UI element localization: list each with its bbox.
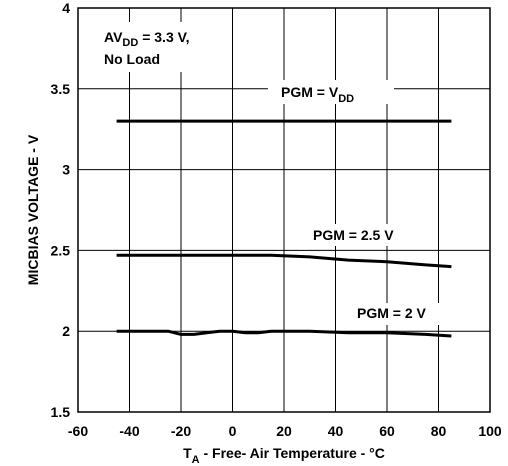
series-line-2	[116, 329, 452, 338]
x-tick-labels: -60 -40 -20 0 20 40 60 80 100	[68, 423, 502, 439]
x-axis-title: TA - Free- Air Temperature - °C	[183, 445, 385, 466]
y-tick-label: 2	[62, 323, 70, 339]
y-tick-label: 3	[62, 162, 70, 178]
annotation-no-load: No Load	[104, 51, 160, 67]
y-tick-label: 3.5	[51, 81, 71, 97]
y-tick-labels: 1.5 2 2.5 3 3.5 4	[51, 0, 71, 420]
x-tick-label: -60	[68, 423, 88, 439]
annotation-avdd: AVDD = 3.3 V,	[104, 29, 190, 49]
x-tick-label: 20	[276, 423, 292, 439]
annotation-box	[96, 22, 218, 72]
y-axis-title: MICBIAS VOLTAGE - V	[25, 134, 41, 285]
y-tick-label: 4	[62, 0, 70, 16]
series-label-box-25	[306, 224, 414, 246]
series-group	[116, 119, 452, 338]
x-tick-label: 60	[379, 423, 395, 439]
x-tick-label: -40	[119, 423, 139, 439]
series-label-box-vdd	[268, 80, 394, 104]
series-label-pgm-25: PGM = 2.5 V	[313, 227, 394, 243]
series-label-pgm-2: PGM = 2 V	[357, 305, 427, 321]
y-tick-label: 2.5	[51, 242, 71, 258]
series-label-box-2	[350, 303, 446, 325]
x-tick-label: 100	[478, 423, 502, 439]
x-tick-label: 40	[328, 423, 344, 439]
x-tick-label: 80	[431, 423, 447, 439]
y-tick-label: 1.5	[51, 404, 71, 420]
series-label-pgm-vdd: PGM = VDD	[281, 84, 354, 105]
x-tick-label: 0	[229, 423, 237, 439]
series-line-1	[116, 253, 452, 269]
x-tick-label: -20	[171, 423, 191, 439]
plot-area-border	[77, 7, 491, 413]
